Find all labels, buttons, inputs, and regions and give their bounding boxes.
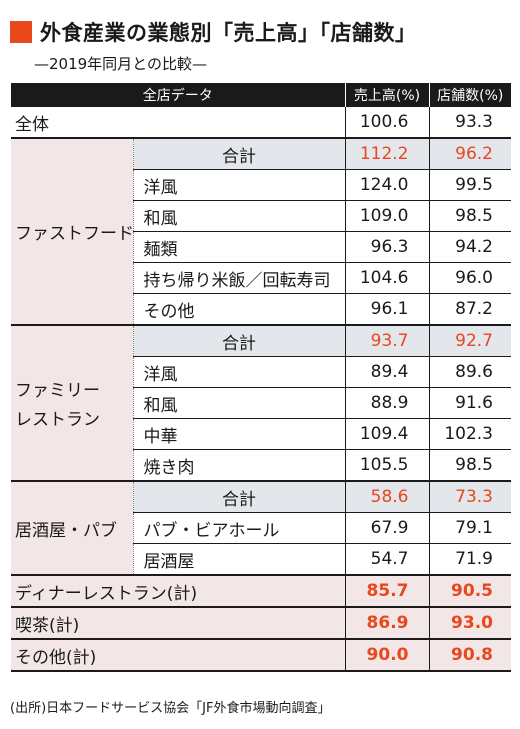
sales-value: 109.0 <box>344 200 429 232</box>
sales-value: 90.0 <box>344 639 429 672</box>
data-table: 全店データ 売上高(%) 店舗数(%) 全体 100.6 93.3 ファストフー… <box>11 83 511 672</box>
page-subtitle: —2019年同月との比較— <box>34 55 208 73</box>
sales-value: 112.2 <box>344 138 429 170</box>
group-label-line1: ファストフード <box>15 224 133 244</box>
stores-value: 89.6 <box>428 356 511 388</box>
stores-value: 90.5 <box>428 575 511 608</box>
sales-value: 109.4 <box>344 418 429 450</box>
row-label: 全体 <box>11 107 345 139</box>
sales-value: 54.7 <box>344 543 429 576</box>
table-row: 焼き肉 105.5 98.5 <box>11 449 511 482</box>
sub-category-label: その他 <box>132 293 345 326</box>
sub-category-label: 麺類 <box>132 231 345 263</box>
sales-value: 86.9 <box>344 607 429 640</box>
source-note: (出所)日本フードサービス協会「JF外食市場動向調査」 <box>10 701 331 716</box>
sales-value: 96.1 <box>344 293 429 326</box>
title-row: 外食産業の業態別「売上高」「店舗数」 <box>10 18 417 46</box>
category-total-label: 喫茶(計) <box>11 607 345 640</box>
stores-value: 91.6 <box>428 387 511 419</box>
sub-category-label: 和風 <box>132 200 345 232</box>
table-row: 居酒屋 54.7 71.9 <box>11 543 511 576</box>
sub-category-label: 合計 <box>132 138 345 170</box>
stores-value: 94.2 <box>428 231 511 263</box>
table-row: 洋風 89.4 89.6 <box>11 356 511 388</box>
header-stores: 店舗数(%) <box>429 83 511 107</box>
group-label: ファストフード <box>11 138 133 326</box>
stores-value: 73.3 <box>428 481 511 513</box>
sales-value: 67.9 <box>344 512 429 544</box>
sales-value: 85.7 <box>344 575 429 608</box>
group-label: ファミリーレストラン <box>11 325 133 482</box>
table-row: 和風 88.9 91.6 <box>11 387 511 419</box>
table-row-category-total: ディナーレストラン(計) 85.7 90.5 <box>11 575 511 608</box>
sales-value: 58.6 <box>344 481 429 513</box>
sub-category-label: 中華 <box>132 418 345 450</box>
sales-value: 124.0 <box>344 169 429 201</box>
sales-value: 88.9 <box>344 387 429 419</box>
group-label: 居酒屋・パブ <box>11 481 133 576</box>
table-body: 全体 100.6 93.3 ファストフード 合計 112.2 96.2 洋風 124.0 9… <box>11 107 511 672</box>
table-row: 和風 109.0 98.5 <box>11 200 511 232</box>
stores-value: 93.0 <box>428 607 511 640</box>
category-total-label: その他(計) <box>11 639 345 672</box>
sub-category-label: 洋風 <box>132 356 345 388</box>
group-label-line1: ファミリー <box>15 381 100 401</box>
sales-value: 104.6 <box>344 262 429 294</box>
sub-category-label: 持ち帰り米飯／回転寿司 <box>132 262 345 294</box>
table-row: その他 96.1 87.2 <box>11 293 511 326</box>
table-row: 麺類 96.3 94.2 <box>11 231 511 263</box>
sub-category-label: 合計 <box>132 325 345 357</box>
table-row: 中華 109.4 102.3 <box>11 418 511 450</box>
table-row-subtotal: 居酒屋・パブ 合計 58.6 73.3 <box>11 481 511 576</box>
stores-value: 87.2 <box>428 293 511 326</box>
stores-value: 90.8 <box>428 639 511 672</box>
sales-value: 89.4 <box>344 356 429 388</box>
sub-category-label: 居酒屋 <box>132 543 345 576</box>
stores-value: 79.1 <box>428 512 511 544</box>
table-row-subtotal: ファミリー レストラン 合計 93.7 92.7 <box>11 325 511 482</box>
stores-value: 71.9 <box>428 543 511 576</box>
table-row-category-total: その他(計) 90.0 90.8 <box>11 639 511 672</box>
group-label-line2: レストラン <box>15 410 100 430</box>
table-row-subtotal: ファストフード 合計 112.2 96.2 <box>11 138 511 326</box>
group-label-line1: 居酒屋・パブ <box>15 520 117 541</box>
title-square-icon <box>10 21 32 43</box>
sub-category-label: 和風 <box>132 387 345 419</box>
sub-category-label: 合計 <box>132 481 345 513</box>
table-header-row: 全店データ 売上高(%) 店舗数(%) <box>11 83 511 107</box>
table-row: パブ・ビアホール 67.9 79.1 <box>11 512 511 544</box>
sub-category-label: 焼き肉 <box>132 449 345 482</box>
sales-value: 93.7 <box>344 325 429 357</box>
header-sales: 売上高(%) <box>345 83 430 107</box>
stores-value: 99.5 <box>428 169 511 201</box>
category-total-label: ディナーレストラン(計) <box>11 575 345 608</box>
stores-value: 98.5 <box>428 449 511 482</box>
sub-category-label: 洋風 <box>132 169 345 201</box>
stores-value: 96.0 <box>428 262 511 294</box>
sales-value: 100.6 <box>344 107 429 139</box>
sub-category-label: パブ・ビアホール <box>132 512 345 544</box>
table-row-overall: 全体 100.6 93.3 <box>11 107 511 139</box>
header-store-data: 全店データ <box>11 83 346 107</box>
sales-value: 105.5 <box>344 449 429 482</box>
stores-value: 102.3 <box>428 418 511 450</box>
table-row: 洋風 124.0 99.5 <box>11 169 511 201</box>
table-row-category-total: 喫茶(計) 86.9 93.0 <box>11 607 511 640</box>
stores-value: 96.2 <box>428 138 511 170</box>
stores-value: 92.7 <box>428 325 511 357</box>
stores-value: 93.3 <box>428 107 511 139</box>
stores-value: 98.5 <box>428 200 511 232</box>
page-title: 外食産業の業態別「売上高」「店舗数」 <box>40 21 417 45</box>
table-row: 持ち帰り米飯／回転寿司 104.6 96.0 <box>11 262 511 294</box>
sales-value: 96.3 <box>344 231 429 263</box>
